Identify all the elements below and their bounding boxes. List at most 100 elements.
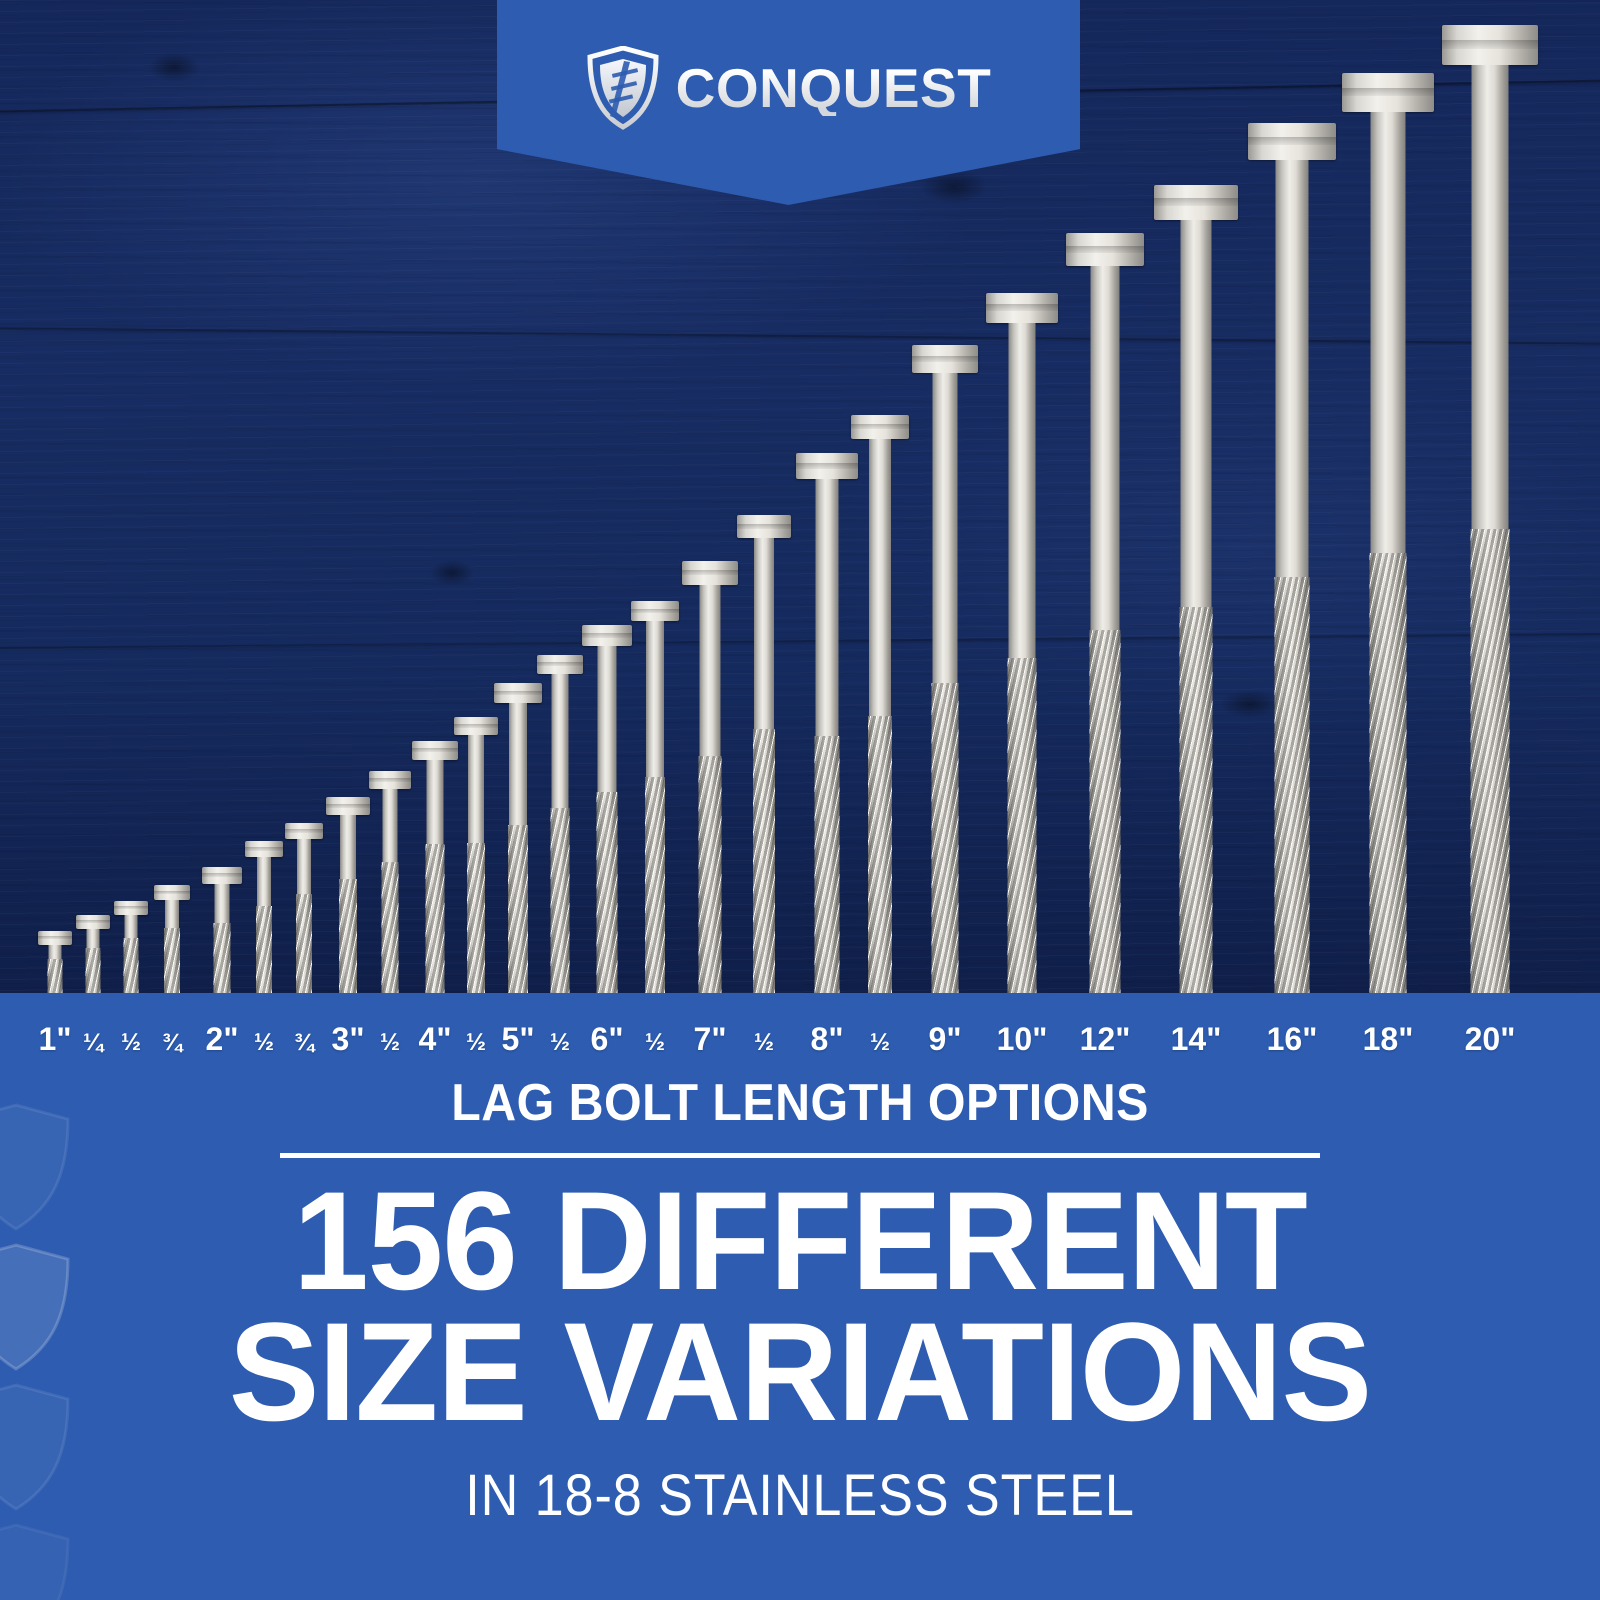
bolt <box>912 345 978 993</box>
bolt-smooth-shank <box>597 646 617 794</box>
ruler-tick-label: 18" <box>1362 1021 1414 1057</box>
bolt-threaded-section <box>85 948 101 993</box>
bolt-threaded-section <box>381 862 399 993</box>
ruler-tick-label: 20" <box>1464 1021 1516 1057</box>
bolt <box>631 601 679 993</box>
bolt <box>1154 185 1238 993</box>
bolt-smooth-shank <box>382 789 398 864</box>
ruler-tick-label: ½ <box>644 1029 666 1056</box>
bolt-smooth-shank <box>646 621 664 779</box>
bolt-hex-head <box>1154 185 1238 220</box>
length-ruler-labels: 1" ¼ ½ ¾ 2" ½ ¾ 3" ½ 4" ½ 5" ½ 6" ½ 7" ½ 8" ½ 9" 10" 12" 14" 16… <box>0 993 1600 1055</box>
bolt-hex-head <box>454 717 498 735</box>
bolt-threaded-section <box>596 792 618 993</box>
bolt-hex-head <box>285 823 323 839</box>
ruler-tick-label: 14" <box>1170 1021 1222 1057</box>
bolt-threaded-section <box>508 825 528 993</box>
subheading-text: LAG BOLT LENGTH OPTIONS <box>451 1074 1149 1132</box>
bolt-hex-head <box>582 625 632 646</box>
bolt-threaded-section <box>550 808 570 993</box>
bolt-smooth-shank <box>1275 160 1309 579</box>
bolt-hex-head <box>494 683 542 703</box>
bolt-threaded-section <box>256 906 272 993</box>
bolt <box>154 885 190 993</box>
bolt <box>285 823 323 993</box>
bolt-threaded-section <box>467 843 485 993</box>
ruler-tick-label: 2" <box>205 1021 239 1057</box>
bolt-smooth-shank <box>48 945 62 961</box>
bolt <box>76 915 110 993</box>
bolt-threaded-section <box>123 938 139 993</box>
bolt-hex-head <box>412 741 458 760</box>
bolt-smooth-shank <box>699 585 721 758</box>
bolt-hex-head <box>154 885 190 900</box>
ruler-tick-label: 10" <box>996 1021 1048 1057</box>
headline-block: LAG BOLT LENGTH OPTIONS 156 DIFFERENT SI… <box>0 1073 1600 1529</box>
bolt-hex-head <box>202 867 242 884</box>
ruler-tick-label: ½ <box>753 1029 775 1056</box>
bolt-hex-head <box>1066 233 1144 266</box>
bolt <box>682 561 738 993</box>
ruler-tick-label: 3" <box>331 1021 365 1057</box>
shield-logo-icon <box>587 46 659 130</box>
tagline-text: IN 18-8 STAINLESS STEEL <box>465 1463 1135 1529</box>
ruler-tick-label: 4" <box>418 1021 452 1057</box>
bolt-hex-head <box>986 293 1058 323</box>
bolt-hex-head <box>369 771 411 789</box>
bolt-hex-head <box>851 415 909 439</box>
bolt <box>38 931 72 993</box>
bolt-threaded-section <box>425 844 445 993</box>
ruler-tick-label: ¼ <box>82 1029 104 1056</box>
bolt-hex-head <box>737 515 791 538</box>
bolt-smooth-shank <box>426 760 444 846</box>
bolt-smooth-shank <box>509 703 527 827</box>
bolt-smooth-shank <box>869 439 891 718</box>
bolt-hex-head <box>76 915 110 929</box>
bolt <box>737 515 791 993</box>
ruler-tick-label: ½ <box>120 1029 142 1056</box>
bolt-threaded-section <box>868 716 892 993</box>
bolt-smooth-shank <box>815 479 839 738</box>
bolt <box>582 625 632 993</box>
ruler-tick-label: 5" <box>501 1021 535 1057</box>
bolt-hex-head <box>796 453 858 479</box>
bolt-smooth-shank <box>297 839 311 896</box>
bolt-hex-head <box>537 655 583 674</box>
bolt <box>245 841 283 993</box>
bolt-smooth-shank <box>754 538 774 731</box>
bolt <box>537 655 583 993</box>
bolt-threaded-section <box>296 894 312 993</box>
bolt <box>326 797 370 993</box>
wood-background-photo: CONQUEST <box>0 0 1600 993</box>
divider-rule <box>280 1153 1320 1158</box>
bolt-smooth-shank <box>1370 112 1406 555</box>
panel-subheading: LAG BOLT LENGTH OPTIONS <box>0 1073 1600 1133</box>
bolt <box>369 771 411 993</box>
brand-name: CONQUEST <box>675 56 992 119</box>
bolt <box>1066 233 1144 993</box>
bolt-threaded-section <box>814 736 840 993</box>
bolt-smooth-shank <box>86 929 100 950</box>
bolt-hex-head <box>912 345 978 373</box>
bolt-threaded-section <box>1274 577 1310 993</box>
bolt <box>1248 123 1336 993</box>
bolt <box>114 901 148 993</box>
bolt-smooth-shank <box>1471 65 1509 531</box>
bolt <box>454 717 498 993</box>
bolt <box>412 741 458 993</box>
bolt-threaded-section <box>47 959 63 993</box>
bolt-threaded-section <box>1369 553 1407 993</box>
ruler-tick-label: 8" <box>810 1021 844 1057</box>
ruler-tick-label: ½ <box>869 1029 891 1056</box>
bolt-hex-head <box>114 901 148 915</box>
brand-lockup: CONQUEST <box>586 46 992 130</box>
bolt <box>851 415 909 993</box>
ruler-tick-label: ½ <box>379 1029 401 1056</box>
bolt <box>202 867 242 993</box>
ruler-tick-label: ¾ <box>161 1029 183 1056</box>
bolt-smooth-shank <box>1090 266 1120 632</box>
bolt-hex-head <box>326 797 370 815</box>
info-panel: 1" ¼ ½ ¾ 2" ½ ¾ 3" ½ 4" ½ 5" ½ 6" ½ 7" ½ 8" ½ 9" 10" 12" 14" 16… <box>0 993 1600 1600</box>
bolt-threaded-section <box>753 729 775 993</box>
headline-line-2: SIZE VARIATIONS <box>228 1293 1372 1451</box>
